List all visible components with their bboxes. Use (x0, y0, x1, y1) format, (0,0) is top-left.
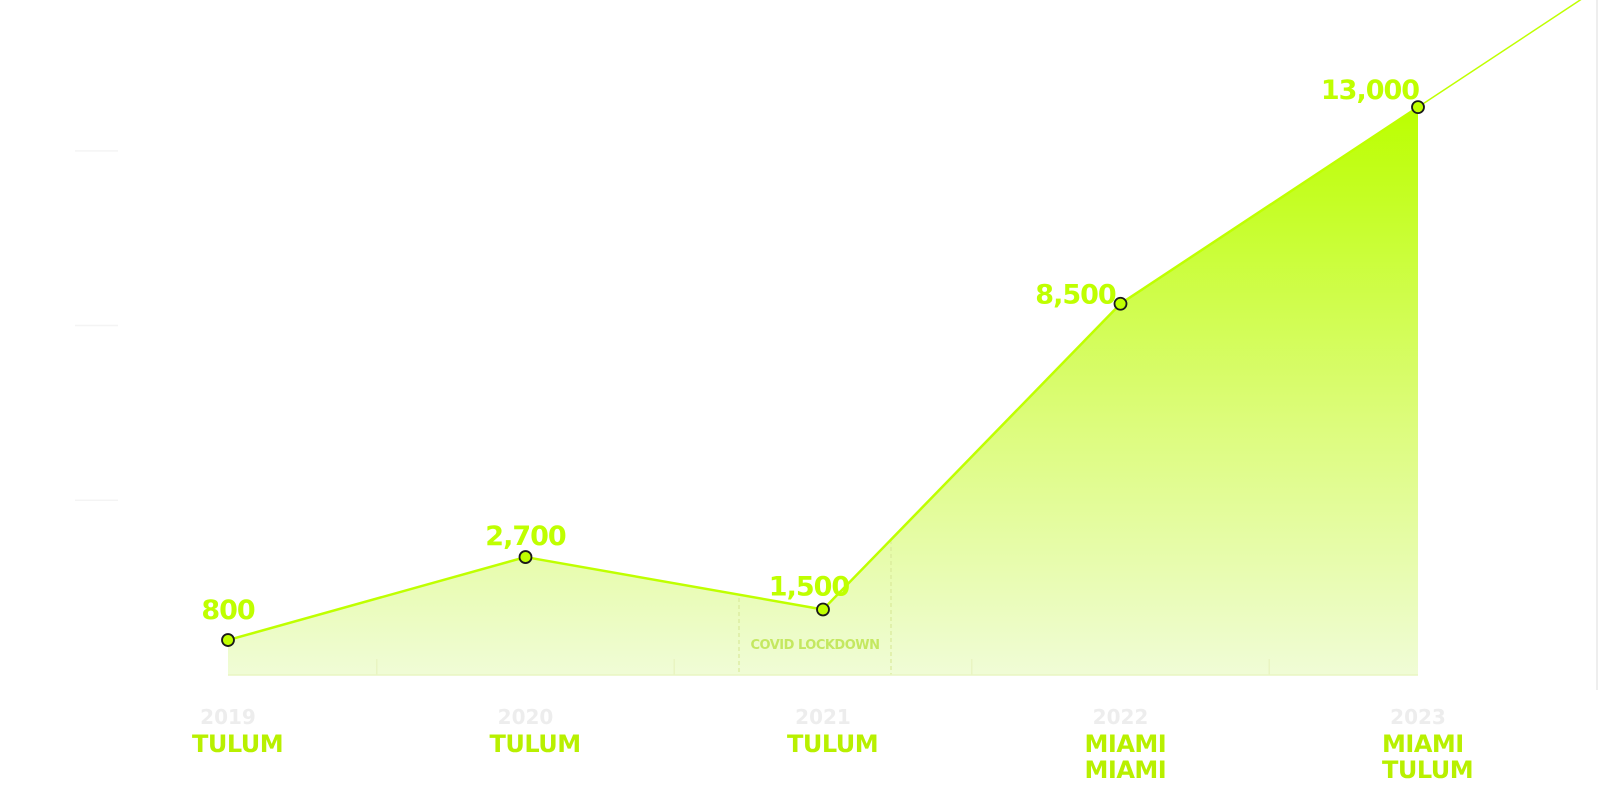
year-label-2023: 2023 (1390, 705, 1446, 729)
city-label-tulum: TULUM (490, 730, 581, 758)
trend-extension-line (1417, 0, 1582, 108)
value-label-2021: 1,500 (769, 571, 850, 602)
area-layer (228, 107, 1418, 675)
y-gridlines (75, 150, 118, 502)
x-axis (228, 659, 1418, 676)
data-point-2021 (816, 602, 830, 617)
year-label-2020: 2020 (498, 705, 554, 729)
value-label-2019: 800 (201, 595, 255, 626)
data-point-2023 (1411, 100, 1425, 115)
city-label-tulum: TULUM (1382, 756, 1473, 784)
year-label-2022: 2022 (1093, 705, 1149, 729)
city-label-miami: MIAMI (1085, 756, 1167, 784)
annotation-label: COVID LOCKDOWN (750, 638, 879, 653)
city-label-tulum: TULUM (787, 730, 878, 758)
value-label-2022: 8,500 (1035, 280, 1116, 311)
city-label-miami: MIAMI (1085, 730, 1167, 758)
value-label-2023: 13,000 (1321, 75, 1419, 106)
value-label-2020: 2,700 (485, 521, 566, 552)
data-points (221, 100, 1425, 647)
year-label-2019: 2019 (200, 705, 256, 729)
city-label-tulum: TULUM (192, 730, 283, 758)
x-axis-labels: 2019TULUM2020TULUM2021TULUM2022MIAMIMIAM… (192, 705, 1474, 784)
data-point-2019 (221, 633, 235, 647)
area-fill (228, 107, 1418, 675)
value-labels: 800 2,700 1,500 8,500 13,000 (201, 75, 1420, 626)
data-point-2020 (518, 550, 533, 564)
covid-lockdown-annotation: COVID LOCKDOWN (738, 540, 892, 675)
data-point-2022 (1113, 296, 1128, 311)
year-label-2021: 2021 (795, 705, 851, 729)
city-label-miami: MIAMI (1382, 730, 1464, 758)
